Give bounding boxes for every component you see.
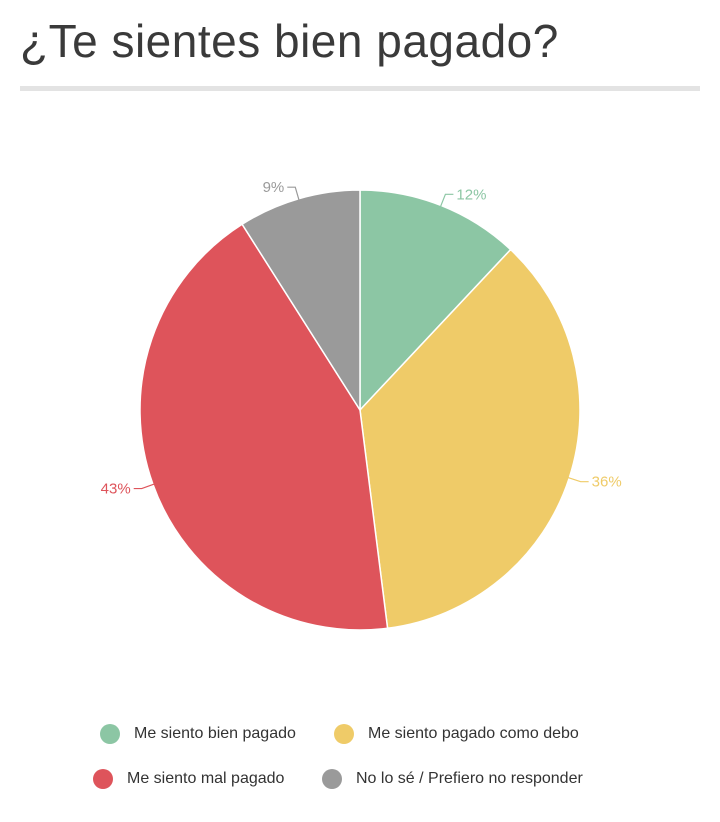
leader-line bbox=[439, 193, 454, 208]
data-label: 12% bbox=[456, 186, 486, 203]
legend-item-pagado-como-debo: Me siento pagado como debo bbox=[334, 724, 579, 744]
chart-legend: Me siento bien pagado Me siento pagado c… bbox=[0, 718, 720, 818]
data-label: 36% bbox=[592, 474, 622, 491]
legend-swatch bbox=[334, 724, 354, 744]
leader-line bbox=[287, 186, 300, 201]
legend-label: Me siento pagado como debo bbox=[368, 725, 579, 742]
leader-line bbox=[567, 476, 589, 483]
legend-item-mal-pagado: Me siento mal pagado bbox=[93, 769, 284, 789]
data-label: 9% bbox=[263, 179, 285, 196]
data-label: 43% bbox=[101, 481, 131, 498]
legend-label: Me siento bien pagado bbox=[134, 725, 296, 742]
title-divider bbox=[20, 86, 700, 91]
legend-item-no-lo-se: No lo sé / Prefiero no responder bbox=[322, 769, 583, 789]
legend-swatch bbox=[93, 769, 113, 789]
legend-item-bien-pagado: Me siento bien pagado bbox=[100, 724, 296, 744]
legend-swatch bbox=[322, 769, 342, 789]
legend-label: Me siento mal pagado bbox=[127, 770, 285, 787]
chart-title: ¿Te sientes bien pagado? bbox=[20, 15, 559, 67]
legend-label: No lo sé / Prefiero no responder bbox=[356, 770, 583, 787]
pie-chart: 12% 36% 43% 9% bbox=[101, 179, 622, 631]
leader-line bbox=[133, 483, 156, 490]
legend-swatch bbox=[100, 724, 120, 744]
